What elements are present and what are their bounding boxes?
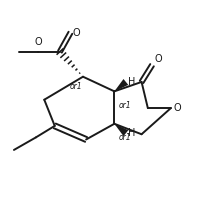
Text: or1: or1 <box>119 133 131 142</box>
Text: H: H <box>128 128 136 138</box>
Text: O: O <box>34 37 42 47</box>
Text: O: O <box>73 28 80 38</box>
Polygon shape <box>114 124 128 136</box>
Text: O: O <box>173 103 181 113</box>
Text: or1: or1 <box>69 82 82 91</box>
Text: H: H <box>128 77 136 87</box>
Polygon shape <box>114 79 128 91</box>
Text: or1: or1 <box>119 102 131 110</box>
Text: O: O <box>154 54 162 64</box>
